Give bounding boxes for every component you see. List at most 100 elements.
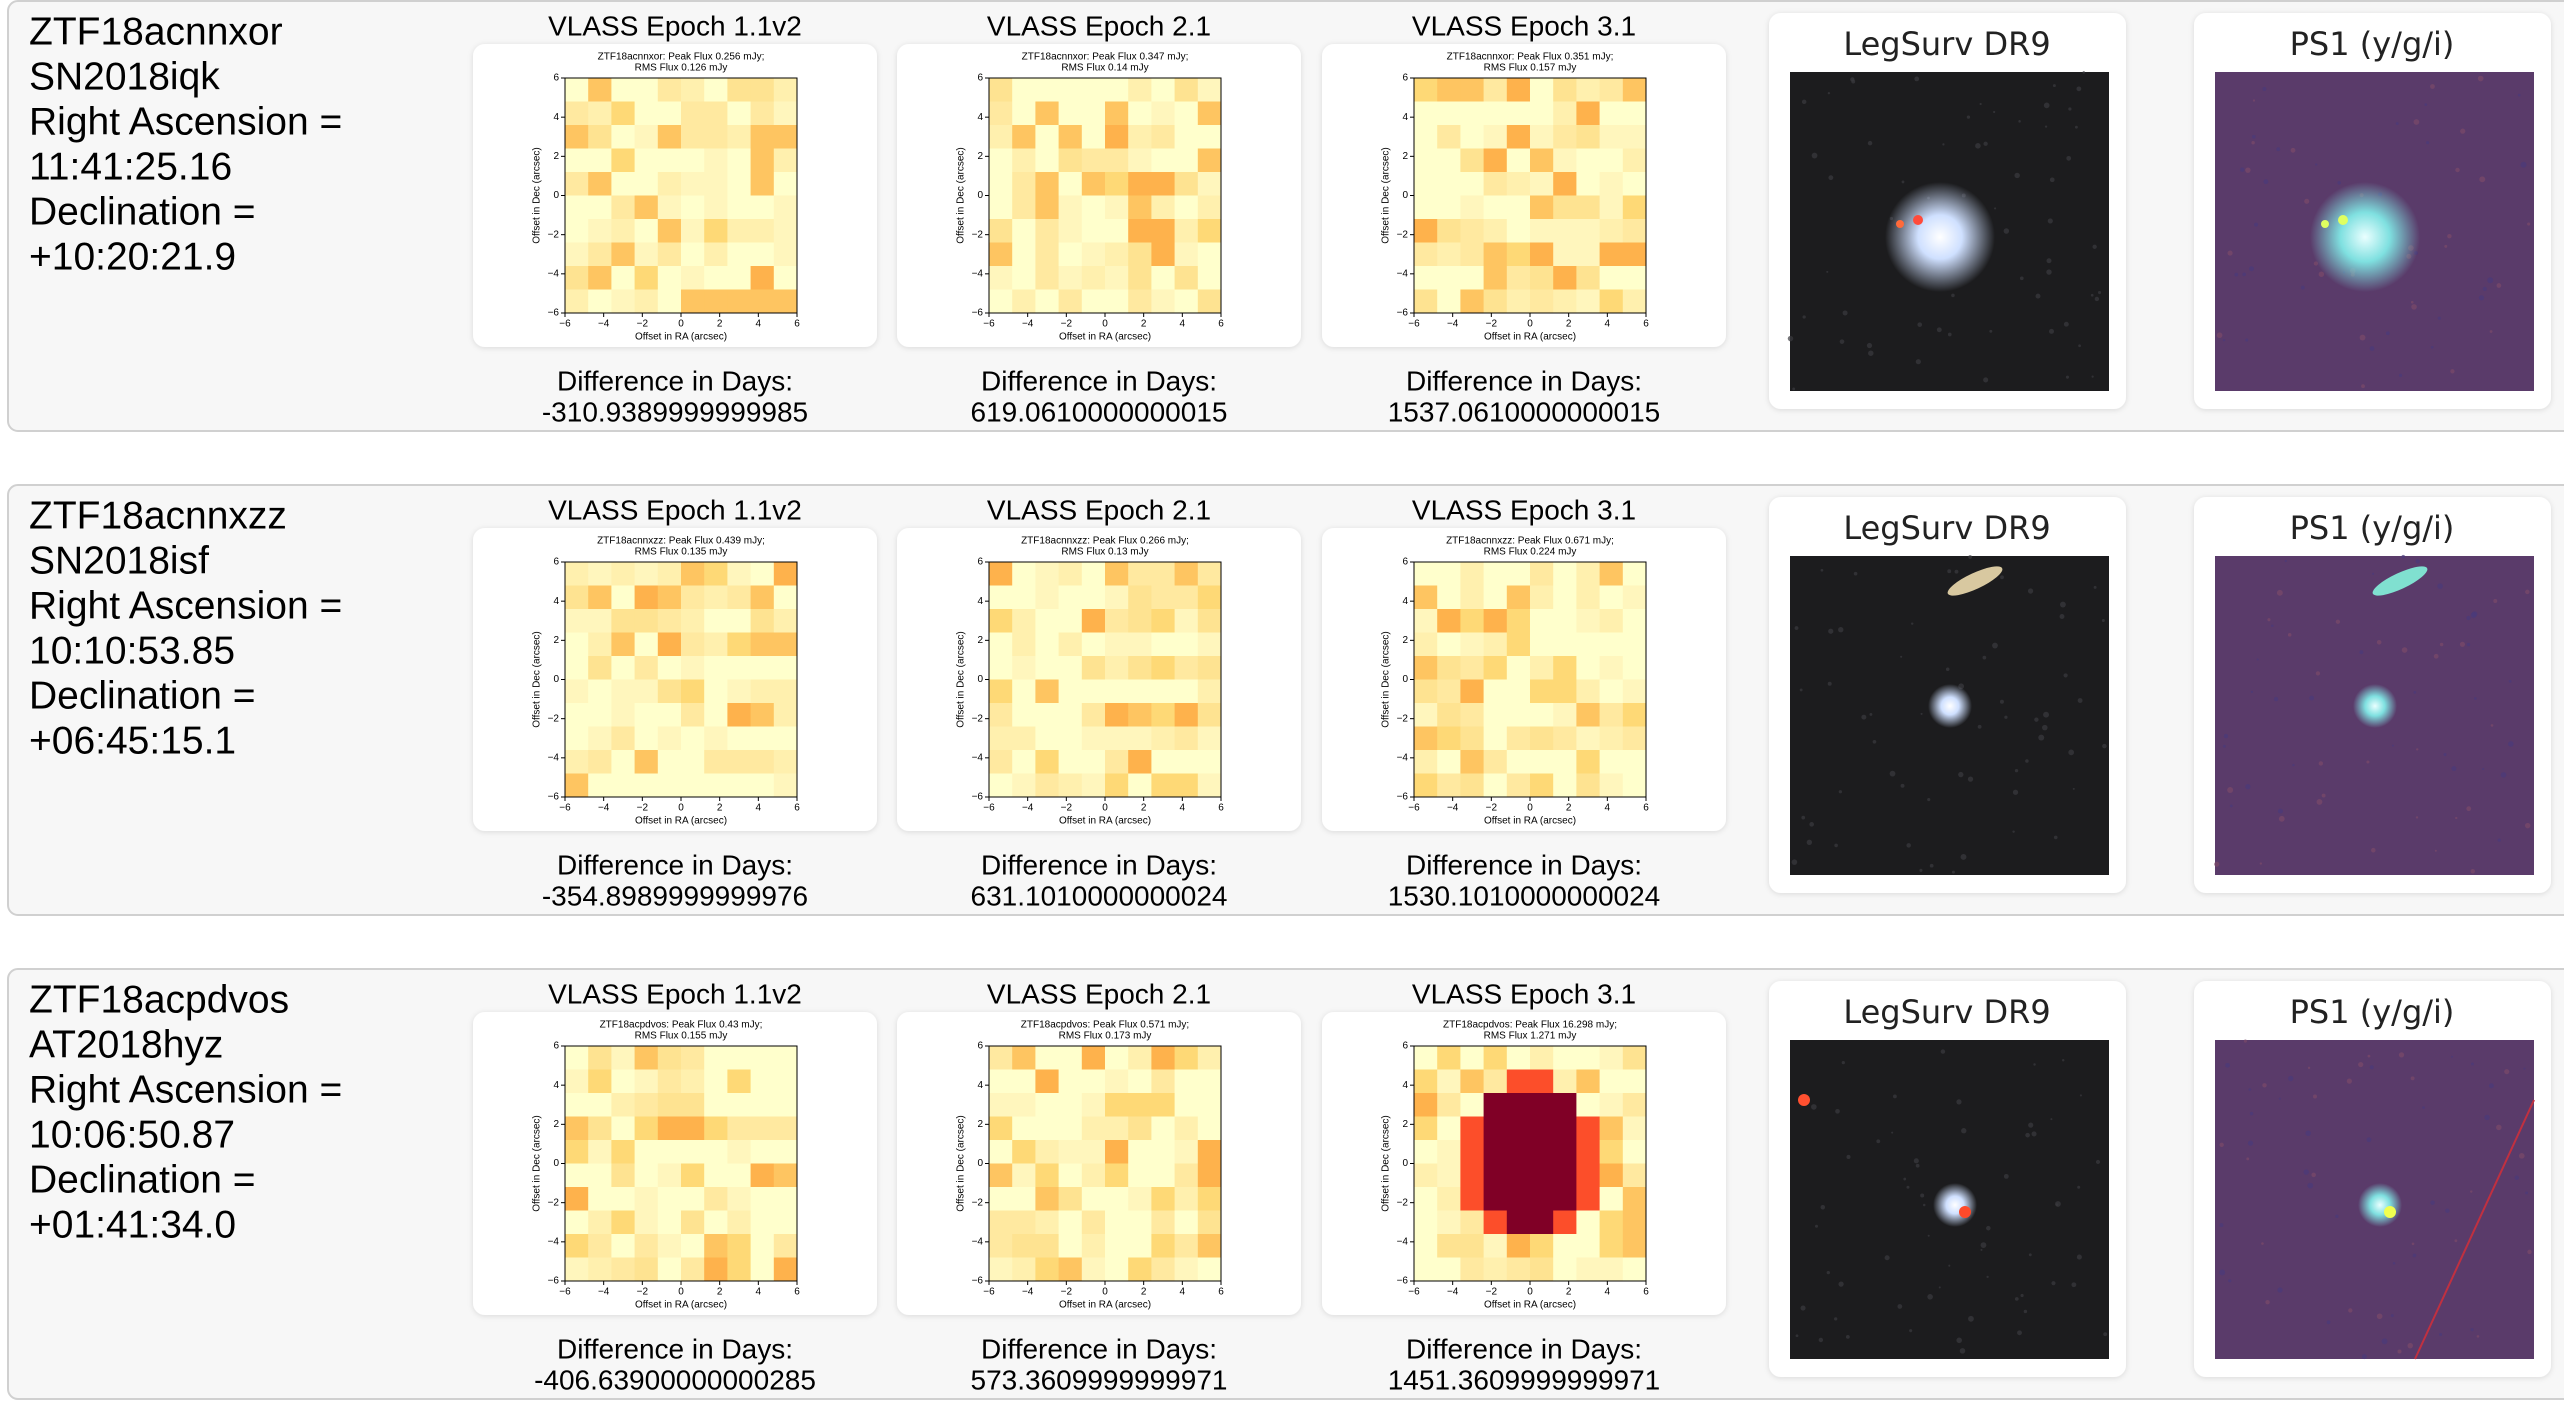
plot-title: ZTF18acnnxzz: Peak Flux 0.266 mJy; xyxy=(1021,536,1189,547)
noise xyxy=(2524,822,2531,829)
noise xyxy=(2430,84,2435,89)
noise xyxy=(2066,155,2072,161)
x-tick-label: 0 xyxy=(678,803,684,814)
heatmap-cell xyxy=(704,219,728,243)
noise xyxy=(2292,763,2295,767)
heatmap-cell xyxy=(681,726,705,751)
noise xyxy=(2454,1239,2458,1243)
heatmap-cell xyxy=(1081,1163,1106,1188)
heatmap-cell xyxy=(1197,726,1222,751)
heatmap-cell xyxy=(704,750,728,774)
heatmap-cell xyxy=(681,750,705,774)
heatmap-cell xyxy=(1437,726,1461,751)
heatmap-cell xyxy=(588,726,612,751)
heatmap-cell xyxy=(1105,632,1129,657)
heatmap-cell xyxy=(634,1257,659,1282)
heatmap-cell xyxy=(1553,195,1577,220)
heatmap-cell xyxy=(1576,750,1601,774)
heatmap-cell xyxy=(989,101,1013,126)
heatmap-cell xyxy=(1506,1234,1531,1258)
heatmap-cell xyxy=(1128,656,1152,680)
noise xyxy=(2433,653,2439,659)
heatmap-cell xyxy=(565,242,589,267)
noise xyxy=(1914,76,1920,82)
heatmap-cell xyxy=(1506,242,1531,267)
heatmap-cell xyxy=(565,1210,589,1235)
heatmap-cell xyxy=(1058,219,1083,243)
heatmap-cell xyxy=(1174,1093,1199,1117)
heatmap-cell xyxy=(1506,1140,1531,1164)
y-tick-label: −4 xyxy=(548,1236,560,1247)
heatmap-cell xyxy=(704,195,728,220)
noise xyxy=(2318,761,2324,766)
heatmap-cell xyxy=(773,242,798,267)
heatmap-cell xyxy=(1128,679,1152,704)
heatmap-cell xyxy=(1437,679,1461,704)
heatmap-cell xyxy=(1460,703,1485,727)
heatmap-cell xyxy=(989,562,1013,586)
difference-value: -310.9389999999985 xyxy=(542,396,808,427)
heatmap-cell xyxy=(1483,289,1508,314)
noise xyxy=(1959,1348,1966,1354)
heatmap-cell xyxy=(1128,1187,1152,1211)
y-tick-label: −4 xyxy=(1397,268,1409,279)
x-tick-label: 4 xyxy=(1180,319,1186,330)
y-tick-label: −6 xyxy=(548,1276,560,1287)
heatmap-cell xyxy=(1058,266,1083,290)
heatmap-cell xyxy=(1081,266,1106,290)
noise xyxy=(2028,1253,2032,1257)
noise xyxy=(2103,1332,2108,1337)
x-tick-label: 4 xyxy=(756,1287,762,1298)
heatmap-cell xyxy=(704,1093,728,1117)
heatmap-cell xyxy=(1197,242,1222,267)
heatmap-cell xyxy=(1012,632,1036,657)
noise xyxy=(1906,843,1911,848)
heatmap-cell xyxy=(1058,1210,1083,1235)
heatmap-cell xyxy=(1530,1093,1554,1117)
heatmap-cell xyxy=(1128,1140,1152,1164)
heatmap-cell xyxy=(588,289,612,314)
heatmap-cell xyxy=(773,1257,798,1282)
heatmap-cell xyxy=(1576,1116,1601,1141)
heatmap-cell xyxy=(1506,703,1531,727)
y-tick-label: 2 xyxy=(977,635,983,646)
heatmap-cell xyxy=(1012,1234,1036,1258)
heatmap-cell xyxy=(1530,1046,1554,1070)
noise xyxy=(1876,1139,1881,1144)
heatmap-cell xyxy=(1460,585,1485,610)
heatmap-cell xyxy=(1035,750,1060,774)
noise xyxy=(2426,141,2430,145)
difference-value: 631.1010000000024 xyxy=(971,880,1228,911)
difference-label: Difference in Days: xyxy=(557,849,793,880)
heatmap-cell xyxy=(1012,609,1036,633)
heatmap-cell xyxy=(1506,289,1531,314)
heatmap-cell xyxy=(1012,773,1036,798)
heatmap-cell xyxy=(773,1187,798,1211)
noise xyxy=(2361,1354,2367,1360)
x-tick-label: 6 xyxy=(1218,319,1224,330)
heatmap-cell xyxy=(1622,1116,1647,1141)
heatmap-cell xyxy=(1414,703,1438,727)
epoch-title: VLASS Epoch 3.1 xyxy=(1412,978,1636,1009)
noise xyxy=(2243,1039,2247,1043)
heatmap-cell xyxy=(1622,266,1647,290)
object-ra-label: Right Ascension = xyxy=(29,100,342,143)
noise xyxy=(2376,639,2382,645)
heatmap-cell xyxy=(611,656,636,680)
heatmap-cell xyxy=(1058,1163,1083,1188)
heatmap-cell xyxy=(1576,679,1601,704)
heatmap-cell xyxy=(1012,1140,1036,1164)
heatmap-cell xyxy=(1506,1187,1531,1211)
y-tick-label: 4 xyxy=(1402,596,1408,607)
heatmap-cell xyxy=(1197,1257,1222,1282)
heatmap-cell xyxy=(681,125,705,149)
heatmap-cell xyxy=(588,585,612,610)
heatmap-cell xyxy=(1081,562,1106,586)
heatmap-cell xyxy=(704,101,728,126)
heatmap-cell xyxy=(1174,726,1199,751)
heatmap-cell xyxy=(588,219,612,243)
heatmap-cell xyxy=(1483,679,1508,704)
noise xyxy=(2500,772,2507,778)
heatmap-cell xyxy=(727,195,752,220)
noise xyxy=(2249,266,2255,272)
